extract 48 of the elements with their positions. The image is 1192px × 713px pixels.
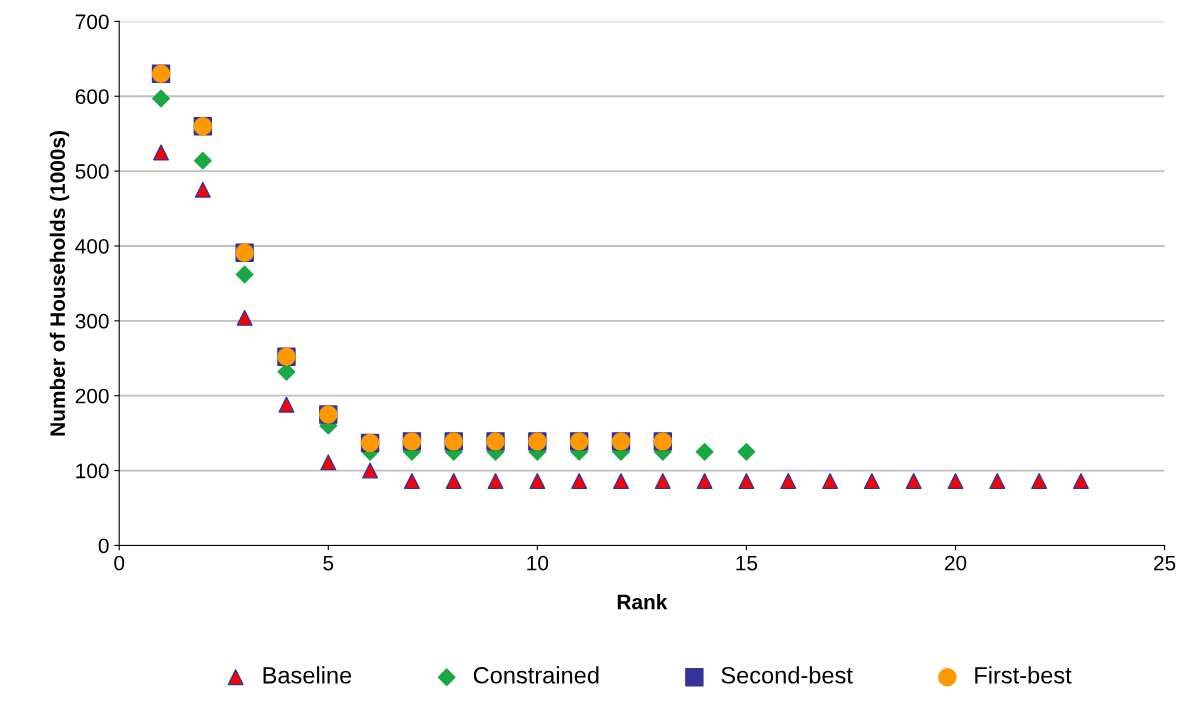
point (403, 473, 420, 490)
point (737, 442, 756, 461)
point (1031, 473, 1048, 490)
legend-label: First-best (975, 666, 1072, 684)
point (487, 473, 504, 490)
point (1072, 473, 1089, 490)
point (947, 473, 964, 490)
point (236, 309, 253, 326)
legend-label: Constrained (473, 666, 599, 684)
point (445, 473, 462, 490)
point (738, 473, 755, 490)
y-tick-label: 0 (98, 538, 109, 554)
y-tick-label: 700 (75, 14, 109, 30)
y-tick-label: 300 (75, 313, 109, 329)
point (989, 473, 1006, 490)
point (235, 265, 254, 284)
point (152, 89, 170, 108)
point (654, 473, 671, 490)
x-tick-label: 10 (527, 555, 549, 571)
y-tick-label: 500 (75, 164, 109, 179)
point (153, 144, 169, 161)
point (822, 473, 839, 490)
point (905, 473, 922, 490)
point (320, 454, 337, 471)
y-tick-label: 400 (75, 238, 109, 254)
y-tick-label: 600 (75, 89, 109, 105)
legend-label: Second-best (721, 666, 853, 684)
point (278, 396, 295, 413)
legend-label: Baseline (263, 666, 352, 684)
point (695, 442, 714, 461)
point (194, 181, 211, 198)
x-tick-label: 25 (1154, 555, 1176, 571)
y-tick-label: 100 (76, 463, 109, 479)
x-axis-title: Rank (617, 594, 668, 610)
y-axis-title: Number of Households (1000s) (49, 131, 70, 436)
x-tick-label: 5 (323, 555, 334, 571)
x-tick-label: 20 (944, 555, 967, 571)
x-tick-label: 15 (736, 555, 758, 571)
x-tick-label: 0 (114, 555, 125, 571)
point (780, 473, 797, 490)
y-tick-label: 200 (75, 388, 109, 404)
point (529, 473, 546, 490)
point (193, 151, 212, 170)
point (863, 473, 880, 490)
point (696, 473, 713, 490)
point (571, 473, 588, 490)
point (613, 473, 629, 490)
point (362, 462, 379, 479)
